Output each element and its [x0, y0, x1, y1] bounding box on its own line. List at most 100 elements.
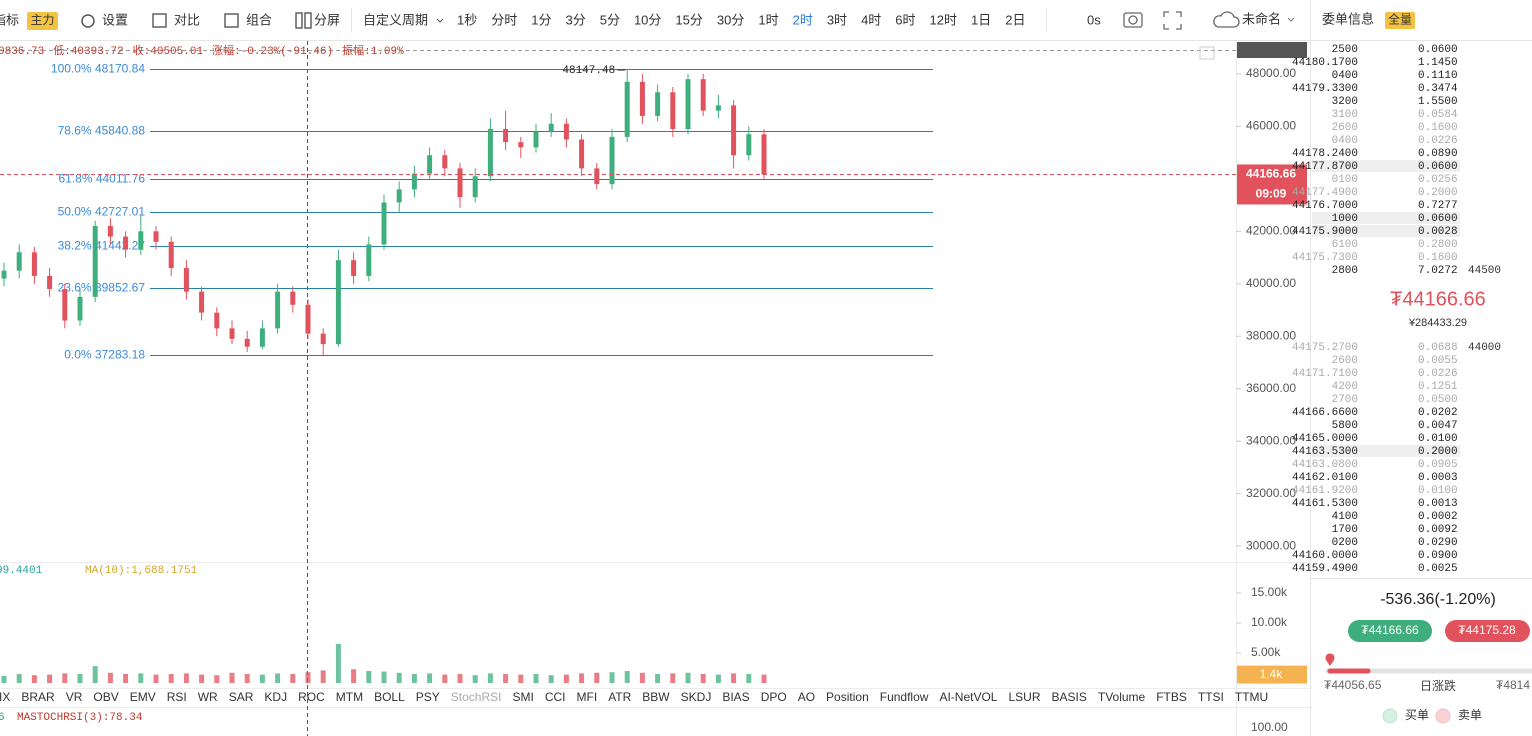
volume-bar — [746, 674, 752, 684]
period-button[interactable]: 10分 — [634, 12, 661, 27]
indicator-tab[interactable]: IX — [0, 690, 10, 704]
volume-bar — [487, 673, 493, 684]
candle-body — [229, 328, 235, 339]
candle-body — [290, 291, 296, 305]
volume-bar — [366, 671, 372, 684]
indicator-tab[interactable]: ATR — [608, 690, 631, 704]
indicator-tab[interactable]: TVolume — [1098, 690, 1146, 704]
indicator-tab[interactable]: Position — [826, 690, 869, 704]
order-price: 2700 — [1332, 394, 1358, 406]
indicator-tab[interactable]: BOLL — [374, 690, 405, 704]
badge[interactable] — [1385, 12, 1415, 29]
indicator-tab[interactable]: KDJ — [264, 690, 287, 704]
y-tick-label: 15.00k — [1251, 585, 1288, 599]
order-price: 44175.7300 — [1292, 252, 1358, 264]
candle-body — [31, 252, 37, 276]
custom-period-button[interactable]: 自定义周期 — [363, 12, 428, 27]
range-marker — [1325, 653, 1335, 666]
indicator-tab[interactable]: AI-NetVOL — [939, 690, 997, 704]
indicator-tab[interactable]: BRAR — [21, 690, 55, 704]
volume-bar — [335, 644, 341, 684]
indicator-tab[interactable]: LSUR — [1008, 690, 1040, 704]
indicator-tab[interactable]: DPO — [761, 690, 787, 704]
period-button[interactable]: 3分 — [565, 12, 585, 27]
restore-icon[interactable] — [1199, 46, 1215, 60]
indicator-tab[interactable]: PSY — [416, 690, 440, 704]
row-highlight — [1312, 160, 1460, 172]
period-button[interactable]: 2时 — [793, 12, 813, 27]
buy-button[interactable] — [1348, 620, 1432, 642]
indicator-tab[interactable]: WR — [198, 690, 218, 704]
indicator-tab[interactable]: StochRSI — [451, 690, 502, 704]
order-price: 2500 — [1332, 44, 1358, 56]
indicator-tab[interactable]: RSI — [167, 690, 187, 704]
layout-name[interactable]: 未命名 — [1242, 11, 1281, 26]
candle-body — [472, 176, 478, 198]
candle-body — [685, 79, 691, 130]
order-qty: 0.2000 — [1418, 187, 1458, 199]
indicator-tab[interactable]: EMV — [130, 690, 156, 704]
sell-button[interactable] — [1445, 620, 1530, 642]
indicator-tab[interactable]: MTM — [336, 690, 363, 704]
volume-bar — [77, 674, 83, 684]
indicator-tab[interactable]: BIAS — [722, 690, 749, 704]
compare-button[interactable]: 对比 — [174, 12, 200, 27]
indicator-tab[interactable]: OBV — [93, 690, 118, 704]
period-button[interactable]: 12时 — [930, 12, 957, 27]
candle-body — [16, 252, 22, 271]
indicator-tab[interactable]: BASIS — [1052, 690, 1087, 704]
period-button[interactable]: 1日 — [971, 12, 991, 27]
volume-bar — [472, 675, 478, 684]
order-qty: 0.0100 — [1418, 433, 1458, 445]
indicator-tab[interactable]: VR — [66, 690, 83, 704]
period-button[interactable]: 1秒 — [457, 12, 477, 27]
sell-legend: 卖单 — [1458, 708, 1482, 722]
volume-bar — [31, 675, 37, 684]
period-button[interactable]: 4时 — [861, 12, 881, 27]
period-button[interactable]: 30分 — [717, 12, 744, 27]
settings-button[interactable]: 设置 — [102, 12, 128, 27]
period-button[interactable]: 15分 — [675, 12, 702, 27]
period-button[interactable]: 1分 — [531, 12, 551, 27]
order-price: 1000 — [1332, 213, 1358, 225]
indicator-tab[interactable]: MFI — [577, 690, 598, 704]
period-button[interactable]: 6时 — [895, 12, 915, 27]
indicator-tab[interactable]: Fundflow — [880, 690, 929, 704]
indicator-tab[interactable]: SAR — [229, 690, 254, 704]
indicator-tab[interactable]: SKDJ — [681, 690, 712, 704]
indicator-tab[interactable]: SMI — [513, 690, 534, 704]
volume-bar — [381, 671, 387, 684]
candle-body — [457, 168, 463, 198]
badge — [27, 12, 58, 30]
order-qty: 0.0900 — [1418, 550, 1458, 562]
volume-bar — [518, 674, 524, 684]
indicator-button[interactable]: 指标 — [0, 12, 19, 27]
period-button[interactable]: 5分 — [600, 12, 620, 27]
period-button[interactable]: 1时 — [758, 12, 778, 27]
order-price: 44178.2400 — [1292, 148, 1358, 160]
indicator-tab[interactable]: BBW — [642, 690, 670, 704]
candle-body — [411, 173, 417, 190]
y-tick-label: 48000.00 — [1246, 66, 1296, 80]
order-qty: 0.7277 — [1418, 200, 1458, 212]
candle-body — [639, 81, 645, 116]
volume-bar — [594, 672, 600, 684]
period-button[interactable]: 分时 — [491, 12, 517, 27]
indicator-tab[interactable]: ROC — [298, 690, 325, 704]
period-button[interactable]: 2日 — [1005, 12, 1025, 27]
order-qty: 0.0226 — [1418, 135, 1458, 147]
fullscreen-icon[interactable] — [1163, 11, 1182, 30]
ohlc-item: 振幅:1.09% — [342, 43, 404, 58]
period-button[interactable]: 3时 — [827, 12, 847, 27]
camera-icon[interactable] — [1123, 12, 1143, 28]
indicator-tab[interactable]: TTMU — [1235, 690, 1268, 704]
indicator-tab[interactable]: AO — [798, 690, 815, 704]
combo-button[interactable]: 组合 — [246, 12, 272, 27]
indicator-tabs: IX BRAR VR OBV EMV RSI WR SAR KDJ ROC MTM BOLL PSY St… — [0, 690, 1288, 734]
indicator-tab[interactable]: FTBS — [1156, 690, 1187, 704]
indicator-tab[interactable]: CCI — [545, 690, 566, 704]
sub-legend: MASTOCHRSI(3):78.34 — [17, 712, 143, 724]
indicator-tab[interactable]: TTSI — [1198, 690, 1224, 704]
split-icon — [295, 12, 303, 29]
split-button[interactable]: 分屏 — [314, 12, 340, 27]
